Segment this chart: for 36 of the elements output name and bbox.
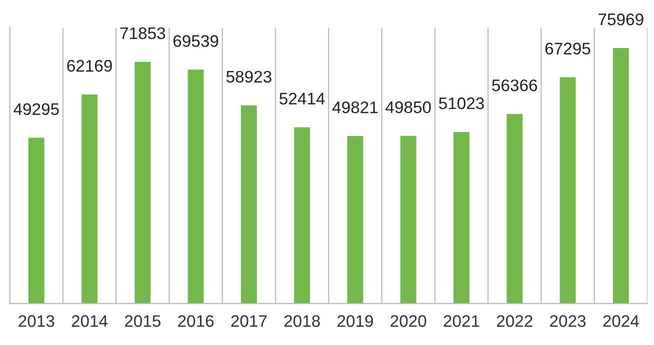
x-tick-label: 2019 [338, 315, 373, 327]
x-tick-label: 2021 [444, 315, 480, 327]
bar [400, 136, 416, 304]
bar [347, 136, 364, 304]
x-tick-label: 2020 [390, 315, 426, 327]
data-label: 52414 [280, 92, 325, 105]
bar [612, 48, 629, 304]
data-label: 49821 [332, 101, 378, 114]
bar [560, 77, 576, 304]
data-label: 71853 [120, 27, 166, 40]
bar [454, 132, 470, 304]
data-label: 51023 [438, 97, 484, 110]
data-label: 58923 [226, 70, 272, 83]
bar [294, 127, 310, 304]
x-tick-label: 2022 [496, 315, 532, 327]
x-tick-label: 2014 [72, 315, 108, 327]
x-tick-label: 2023 [550, 315, 586, 327]
x-tick-label: 2015 [124, 315, 160, 327]
data-label: 62169 [67, 60, 112, 72]
bar [134, 62, 151, 304]
data-label: 49850 [386, 101, 431, 114]
bar [506, 114, 523, 304]
x-tick-label: 2018 [284, 315, 320, 327]
bar [82, 94, 98, 304]
bar [188, 70, 204, 304]
data-label: 67295 [545, 42, 590, 54]
x-tick-label: 2017 [231, 315, 267, 327]
data-label: 69539 [173, 35, 218, 47]
data-label: 56366 [492, 79, 538, 92]
x-tick-label: 2024 [603, 315, 639, 327]
x-tick-label: 2016 [178, 315, 214, 327]
x-tick-label: 2013 [18, 315, 54, 327]
data-label: 75969 [598, 14, 644, 26]
bar [240, 105, 257, 304]
data-label: 49295 [14, 103, 59, 116]
bar [28, 138, 44, 304]
